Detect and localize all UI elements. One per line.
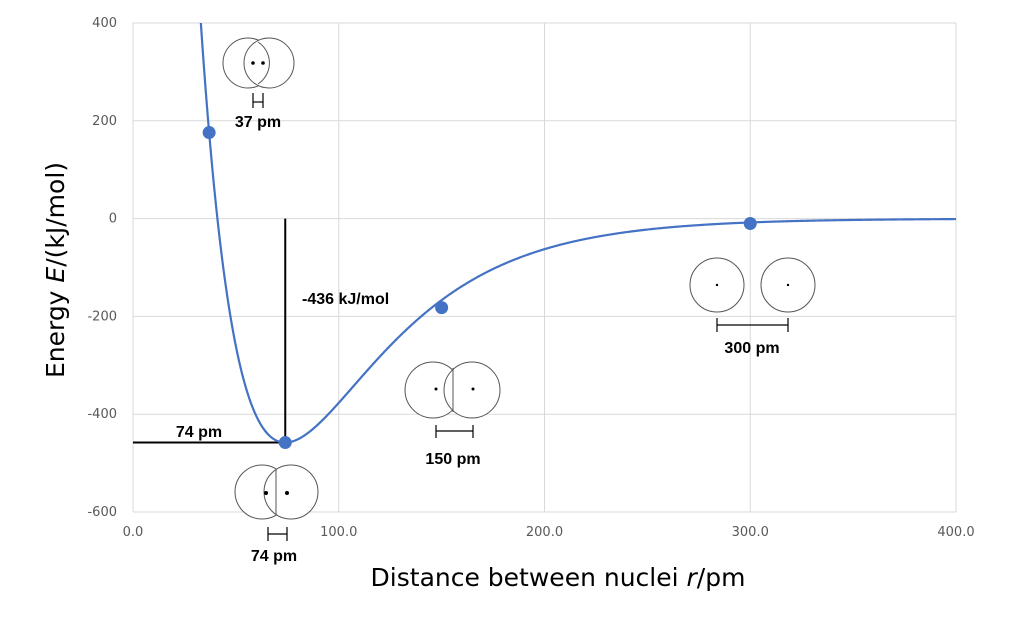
data-points	[202, 126, 757, 450]
bond-energy-label: -436 kJ/mol	[302, 291, 389, 308]
x-tick-label: 100.0	[320, 525, 357, 540]
x-axis-title: Distance between nuclei r/pm	[371, 563, 746, 592]
x-tick-label: 400.0	[937, 525, 974, 540]
data-point	[278, 436, 292, 450]
x-tick-label: 200.0	[526, 525, 563, 540]
y-tick-label: -400	[87, 407, 117, 422]
y-tick-label: -200	[87, 309, 117, 324]
y-tick-label: 200	[92, 114, 117, 129]
data-point	[743, 216, 757, 230]
y-tick-label: -600	[87, 505, 117, 520]
y-tick-label: 0	[109, 212, 117, 227]
x-tick-label: 300.0	[732, 525, 769, 540]
y-tick-label: 400	[92, 16, 117, 31]
molecule-74pm: 74 pm	[234, 464, 319, 565]
x-tick-labels: 0.0 100.0 200.0 300.0 400.0	[123, 525, 975, 540]
x-tick-label: 0.0	[123, 525, 144, 540]
y-axis-title: Energy E/(kJ/mol)	[41, 162, 70, 378]
y-tick-labels: -600 -400 -200 0 200 400	[87, 16, 117, 520]
potential-energy-curve	[199, 23, 957, 444]
molecule-150pm-label: 150 pm	[425, 451, 480, 468]
gridlines	[132, 22, 957, 513]
data-point	[435, 301, 449, 315]
molecule-74pm-label: 74 pm	[251, 548, 297, 565]
molecule-37pm-label: 37 pm	[235, 114, 281, 131]
molecule-37pm: 37 pm	[222, 37, 295, 131]
molecule-300pm: 300 pm	[689, 257, 816, 357]
data-point	[202, 126, 216, 140]
molecule-300pm-label: 300 pm	[724, 340, 779, 357]
equilibrium-distance-label: 74 pm	[176, 424, 222, 441]
molecule-150pm: 150 pm	[404, 361, 501, 468]
